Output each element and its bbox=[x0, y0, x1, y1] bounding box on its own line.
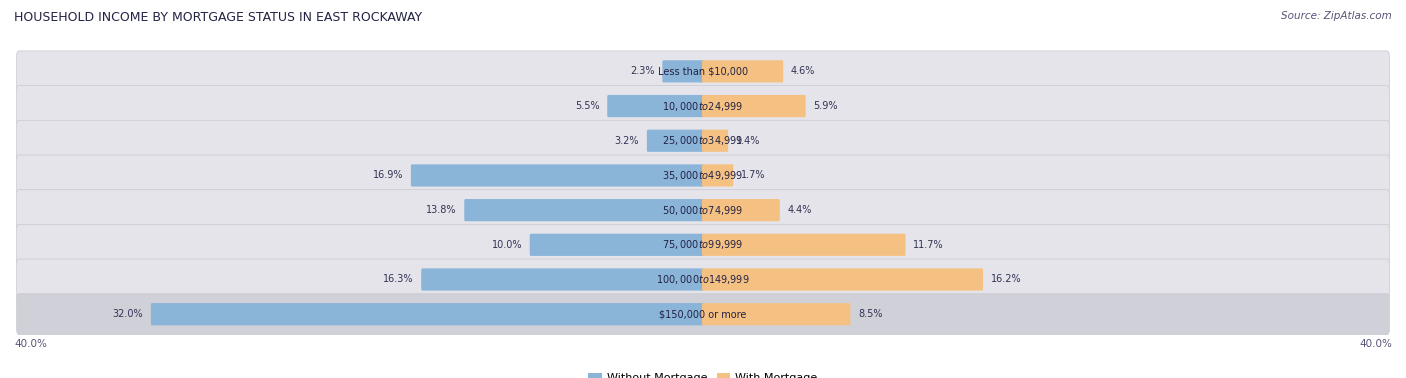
FancyBboxPatch shape bbox=[17, 294, 1389, 335]
Text: 3.2%: 3.2% bbox=[614, 136, 640, 146]
Text: $10,000 to $24,999: $10,000 to $24,999 bbox=[662, 99, 744, 113]
FancyBboxPatch shape bbox=[702, 268, 983, 291]
Text: $35,000 to $49,999: $35,000 to $49,999 bbox=[662, 169, 744, 182]
FancyBboxPatch shape bbox=[411, 164, 704, 186]
Text: $150,000 or more: $150,000 or more bbox=[659, 309, 747, 319]
Text: 1.7%: 1.7% bbox=[741, 170, 765, 180]
Text: 5.9%: 5.9% bbox=[813, 101, 838, 111]
FancyBboxPatch shape bbox=[702, 303, 851, 325]
FancyBboxPatch shape bbox=[17, 85, 1389, 127]
FancyBboxPatch shape bbox=[662, 60, 704, 82]
Text: 1.4%: 1.4% bbox=[735, 136, 761, 146]
Text: 8.5%: 8.5% bbox=[858, 309, 883, 319]
FancyBboxPatch shape bbox=[17, 51, 1389, 92]
Text: 4.6%: 4.6% bbox=[790, 67, 815, 76]
Text: 5.5%: 5.5% bbox=[575, 101, 599, 111]
Text: Less than $10,000: Less than $10,000 bbox=[658, 67, 748, 76]
FancyBboxPatch shape bbox=[464, 199, 704, 221]
Text: 13.8%: 13.8% bbox=[426, 205, 457, 215]
Text: $50,000 to $74,999: $50,000 to $74,999 bbox=[662, 204, 744, 217]
FancyBboxPatch shape bbox=[702, 130, 728, 152]
Text: 40.0%: 40.0% bbox=[1360, 339, 1392, 349]
Text: Source: ZipAtlas.com: Source: ZipAtlas.com bbox=[1281, 11, 1392, 21]
Text: 32.0%: 32.0% bbox=[112, 309, 143, 319]
FancyBboxPatch shape bbox=[17, 225, 1389, 265]
FancyBboxPatch shape bbox=[702, 60, 783, 82]
FancyBboxPatch shape bbox=[607, 95, 704, 117]
Legend: Without Mortgage, With Mortgage: Without Mortgage, With Mortgage bbox=[583, 369, 823, 378]
Text: 40.0%: 40.0% bbox=[14, 339, 46, 349]
FancyBboxPatch shape bbox=[17, 259, 1389, 300]
Text: 16.9%: 16.9% bbox=[373, 170, 404, 180]
Text: 16.2%: 16.2% bbox=[991, 274, 1021, 285]
Text: 16.3%: 16.3% bbox=[384, 274, 413, 285]
Text: HOUSEHOLD INCOME BY MORTGAGE STATUS IN EAST ROCKAWAY: HOUSEHOLD INCOME BY MORTGAGE STATUS IN E… bbox=[14, 11, 422, 24]
Text: 2.3%: 2.3% bbox=[630, 67, 655, 76]
FancyBboxPatch shape bbox=[17, 190, 1389, 231]
FancyBboxPatch shape bbox=[17, 155, 1389, 196]
FancyBboxPatch shape bbox=[150, 303, 704, 325]
FancyBboxPatch shape bbox=[647, 130, 704, 152]
FancyBboxPatch shape bbox=[702, 199, 780, 221]
Text: $100,000 to $149,999: $100,000 to $149,999 bbox=[657, 273, 749, 286]
FancyBboxPatch shape bbox=[422, 268, 704, 291]
FancyBboxPatch shape bbox=[702, 234, 905, 256]
Text: 4.4%: 4.4% bbox=[787, 205, 811, 215]
Text: 10.0%: 10.0% bbox=[492, 240, 522, 250]
FancyBboxPatch shape bbox=[17, 120, 1389, 161]
FancyBboxPatch shape bbox=[702, 95, 806, 117]
Text: 11.7%: 11.7% bbox=[912, 240, 943, 250]
Text: $25,000 to $34,999: $25,000 to $34,999 bbox=[662, 134, 744, 147]
Text: $75,000 to $99,999: $75,000 to $99,999 bbox=[662, 238, 744, 251]
FancyBboxPatch shape bbox=[702, 164, 734, 186]
FancyBboxPatch shape bbox=[530, 234, 704, 256]
